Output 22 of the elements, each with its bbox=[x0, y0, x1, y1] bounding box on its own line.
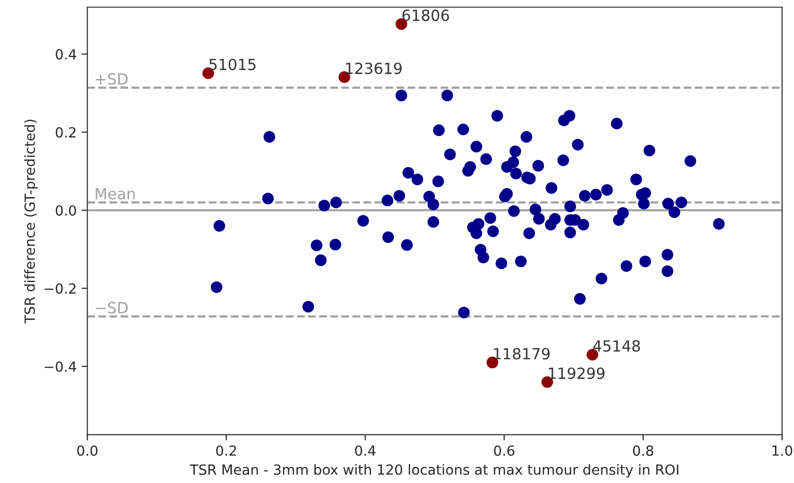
x-tick-label: 1.0 bbox=[772, 445, 792, 456]
x-axis-title: TSR Mean - 3mm box with 120 locations at max tumour density in ROI bbox=[190, 464, 678, 478]
y-tick-label: 0.0 bbox=[56, 205, 76, 216]
annotation: 118179 bbox=[494, 348, 550, 360]
x-tick-label: 0.2 bbox=[216, 445, 236, 456]
annotation: 45148 bbox=[593, 340, 640, 352]
annotation: 51015 bbox=[209, 58, 256, 70]
y-axis-title: TSR difference (GT-predicted) bbox=[24, 120, 38, 324]
annotation: 119299 bbox=[548, 367, 605, 380]
annotation: 123619 bbox=[346, 62, 402, 74]
x-tick-label: 0.4 bbox=[355, 445, 376, 456]
ref-line-label: +SD bbox=[96, 73, 128, 85]
y-tick-label: 0.4 bbox=[56, 49, 76, 60]
x-tick-label: 0.6 bbox=[494, 445, 514, 456]
annotation: 61806 bbox=[402, 10, 450, 22]
x-tick-label: 0.8 bbox=[633, 445, 654, 456]
x-tick-label: 0.0 bbox=[77, 445, 98, 456]
y-tick-label: −0.4 bbox=[44, 361, 76, 372]
ref-line-label: Mean bbox=[96, 188, 135, 200]
y-tick-label: −0.2 bbox=[44, 283, 76, 294]
y-tick-label: 0.2 bbox=[56, 127, 76, 138]
ref-line-label: −SD bbox=[96, 302, 128, 314]
